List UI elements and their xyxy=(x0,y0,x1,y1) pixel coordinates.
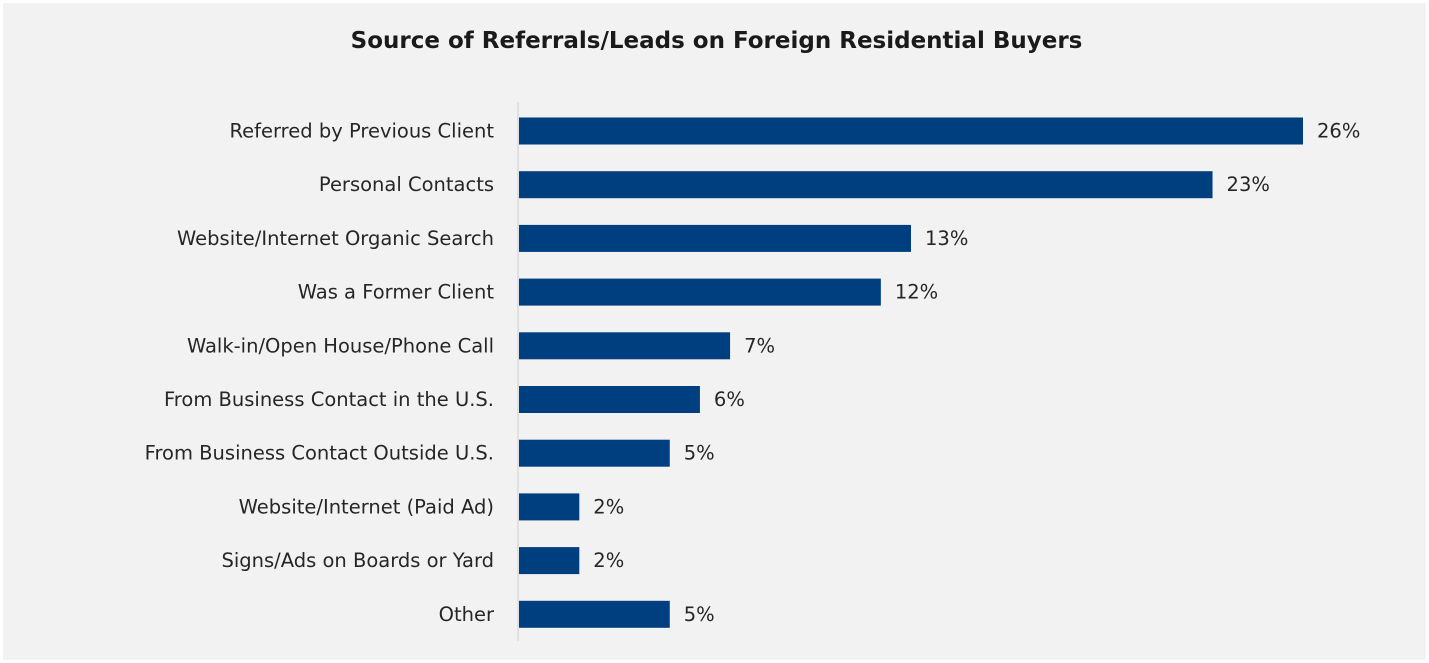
bars-group xyxy=(519,117,1303,628)
bar xyxy=(519,439,670,467)
category-label: From Business Contact Outside U.S. xyxy=(145,442,494,465)
bar xyxy=(519,547,580,575)
value-label: 23% xyxy=(1227,173,1270,196)
bar xyxy=(519,386,700,413)
value-label: 12% xyxy=(895,281,938,304)
category-labels: Referred by Previous Client Personal Cont… xyxy=(145,120,495,626)
category-label: Other xyxy=(439,603,495,626)
bar xyxy=(519,493,580,521)
bar xyxy=(519,224,911,252)
category-label: Website/Internet Organic Search xyxy=(177,227,494,250)
bar xyxy=(519,117,1303,145)
chart-title: Source of Referrals/Leads on Foreign Res… xyxy=(350,28,1083,54)
bar xyxy=(519,332,731,360)
category-label: Walk-in/Open House/Phone Call xyxy=(187,334,494,357)
value-label: 7% xyxy=(744,334,775,357)
value-label: 2% xyxy=(593,549,624,572)
category-label: Referred by Previous Client xyxy=(229,120,494,143)
category-label: Signs/Ads on Boards or Yard xyxy=(221,549,494,572)
value-label: 6% xyxy=(714,388,745,411)
value-label: 13% xyxy=(925,227,968,250)
bar xyxy=(519,600,670,628)
chart-background xyxy=(3,3,1426,660)
bar xyxy=(519,278,881,306)
value-label: 2% xyxy=(593,495,624,518)
bar xyxy=(519,171,1213,199)
category-label: From Business Contact in the U.S. xyxy=(164,388,494,411)
value-label: 26% xyxy=(1317,120,1360,143)
value-label: 5% xyxy=(684,603,715,626)
value-labels: 26% 23% 13% 12% 7% 6% 5% 2% 2% 5% xyxy=(593,120,1360,626)
value-label: 5% xyxy=(684,442,715,465)
category-label: Website/Internet (Paid Ad) xyxy=(239,495,494,518)
category-label: Personal Contacts xyxy=(319,173,494,196)
category-label: Was a Former Client xyxy=(298,281,495,304)
